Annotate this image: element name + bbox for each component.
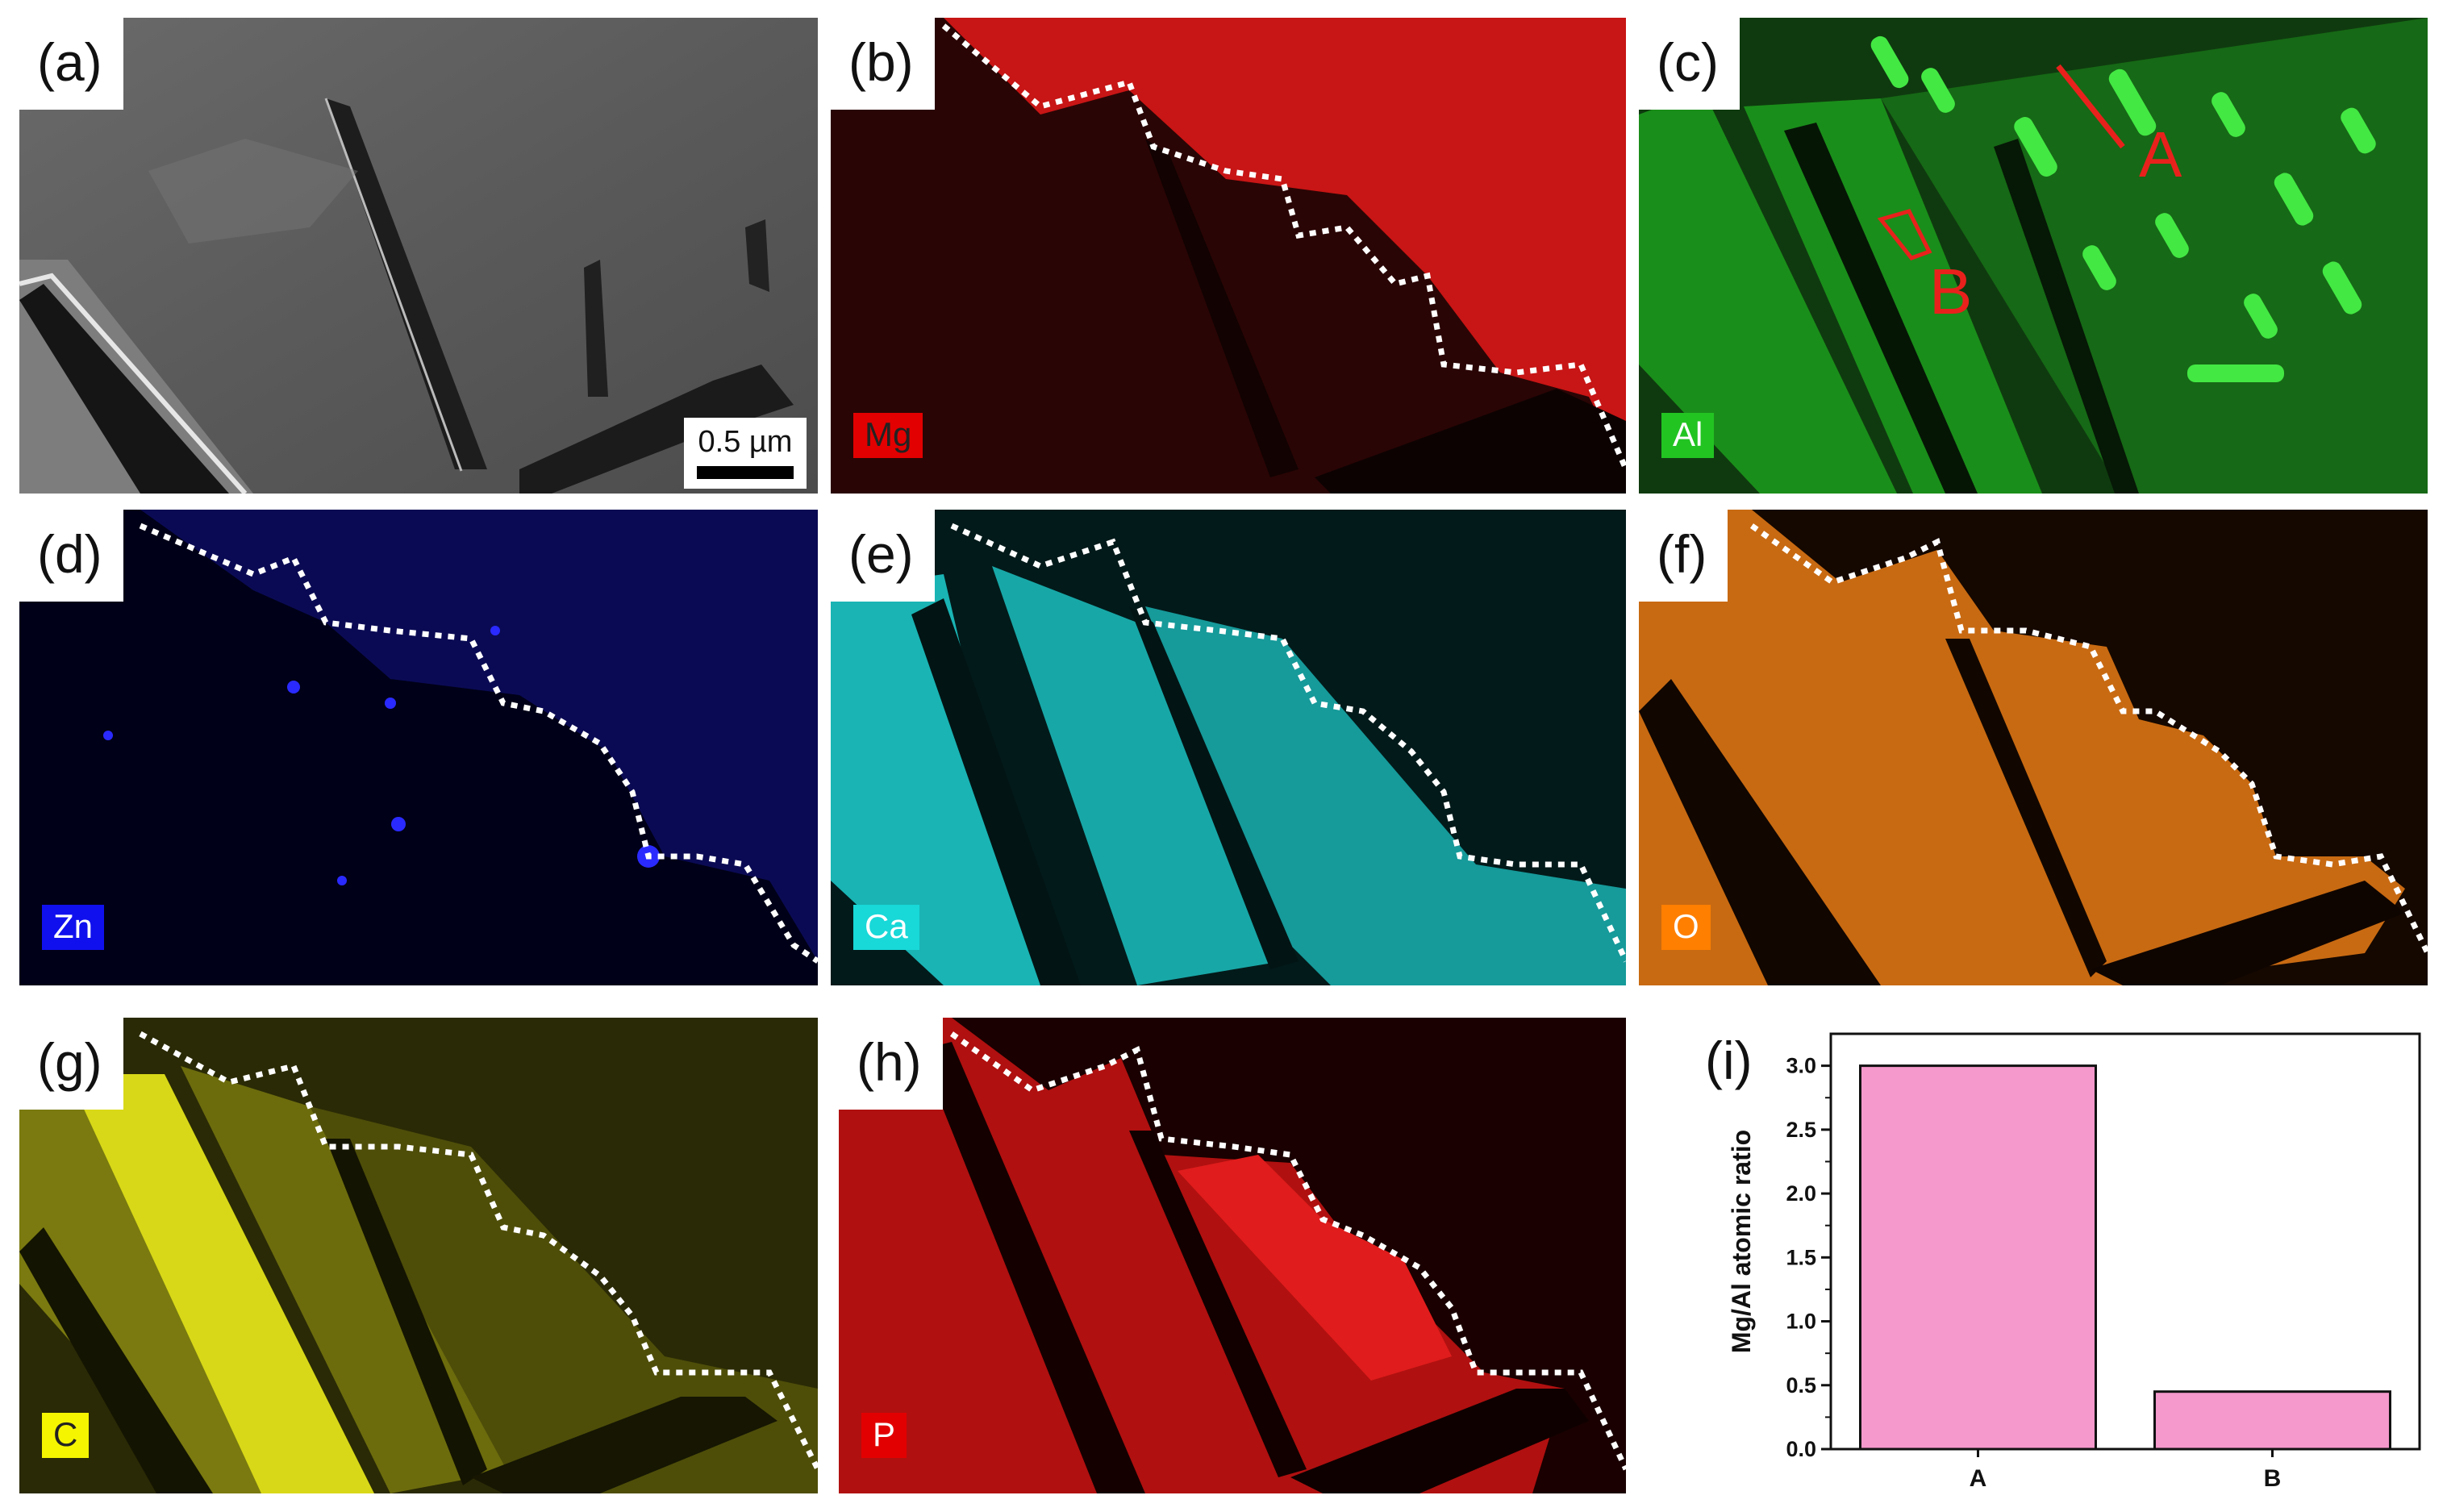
sem-micrograph bbox=[19, 18, 818, 494]
zn-map-image bbox=[19, 510, 818, 985]
y-tick-label: 0.0 bbox=[1786, 1437, 1816, 1461]
p-map-image bbox=[839, 1018, 1626, 1493]
x-tick-label: A bbox=[1970, 1465, 1987, 1492]
y-tick-label: 2.5 bbox=[1786, 1118, 1816, 1142]
o-map-image bbox=[1639, 510, 2428, 985]
y-tick-label: 0.5 bbox=[1786, 1373, 1816, 1397]
element-tag: Al bbox=[1661, 413, 1715, 458]
mg-map-image bbox=[831, 18, 1626, 494]
marker-a-label: A bbox=[2139, 119, 2182, 190]
bar-chart-panel-i: (i) 0.0 0.5 1.0 1.5 2.0 2.5 3.0 A B Mg/Al atomic … bbox=[1661, 1010, 2447, 1508]
y-axis-title: Mg/Al atomic ratio bbox=[1727, 1130, 1756, 1353]
element-tag: P bbox=[861, 1413, 907, 1458]
panel-label: (f) bbox=[1639, 510, 1728, 602]
y-tick-label: 3.0 bbox=[1786, 1054, 1816, 1078]
element-map-zn: (d) Zn bbox=[19, 510, 818, 985]
element-tag: C bbox=[42, 1413, 90, 1458]
plot-frame bbox=[1829, 1032, 2421, 1451]
mg-al-ratio-bar-chart: 0.0 0.5 1.0 1.5 2.0 2.5 3.0 A B Mg/Al atomic rati… bbox=[1727, 1032, 2421, 1492]
scale-bar-line bbox=[697, 466, 794, 479]
element-tag: Mg bbox=[853, 413, 923, 458]
al-map-image bbox=[1639, 18, 2428, 494]
marker-b-label: B bbox=[1929, 256, 1973, 327]
y-tick-label: 1.5 bbox=[1786, 1245, 1816, 1269]
panel-label: (d) bbox=[19, 510, 123, 602]
element-map-ca: (e) Ca bbox=[831, 510, 1626, 985]
panel-label: (c) bbox=[1639, 18, 1740, 110]
y-tick-label: 2.0 bbox=[1786, 1181, 1816, 1206]
element-tag: O bbox=[1661, 905, 1711, 950]
element-map-p: (h) P bbox=[839, 1018, 1626, 1493]
element-tag: Ca bbox=[853, 905, 919, 950]
scale-bar: 0.5 µm bbox=[684, 418, 807, 489]
element-map-mg: (b) Mg bbox=[831, 18, 1626, 494]
ca-map-image bbox=[831, 510, 1626, 985]
panel-label: (i) bbox=[1694, 1023, 1764, 1098]
bar-a bbox=[1859, 1064, 2097, 1451]
sem-image-panel-a: (a) 0.5 µm bbox=[19, 18, 818, 494]
scale-bar-label: 0.5 µm bbox=[698, 425, 793, 460]
panel-label: (h) bbox=[839, 1018, 943, 1110]
element-map-c: (g) C bbox=[19, 1018, 818, 1493]
panel-label: (e) bbox=[831, 510, 935, 602]
panel-label: (a) bbox=[19, 18, 123, 110]
element-map-o: (f) O bbox=[1639, 510, 2428, 985]
y-tick-label: 1.0 bbox=[1786, 1310, 1816, 1334]
panel-label: (g) bbox=[19, 1018, 123, 1110]
panel-label: (b) bbox=[831, 18, 935, 110]
element-tag: Zn bbox=[42, 905, 105, 950]
bar-b bbox=[2153, 1390, 2391, 1451]
element-map-al: (c) A B Al bbox=[1639, 18, 2428, 494]
x-tick-label: B bbox=[2264, 1465, 2282, 1492]
c-map-image bbox=[19, 1018, 818, 1493]
